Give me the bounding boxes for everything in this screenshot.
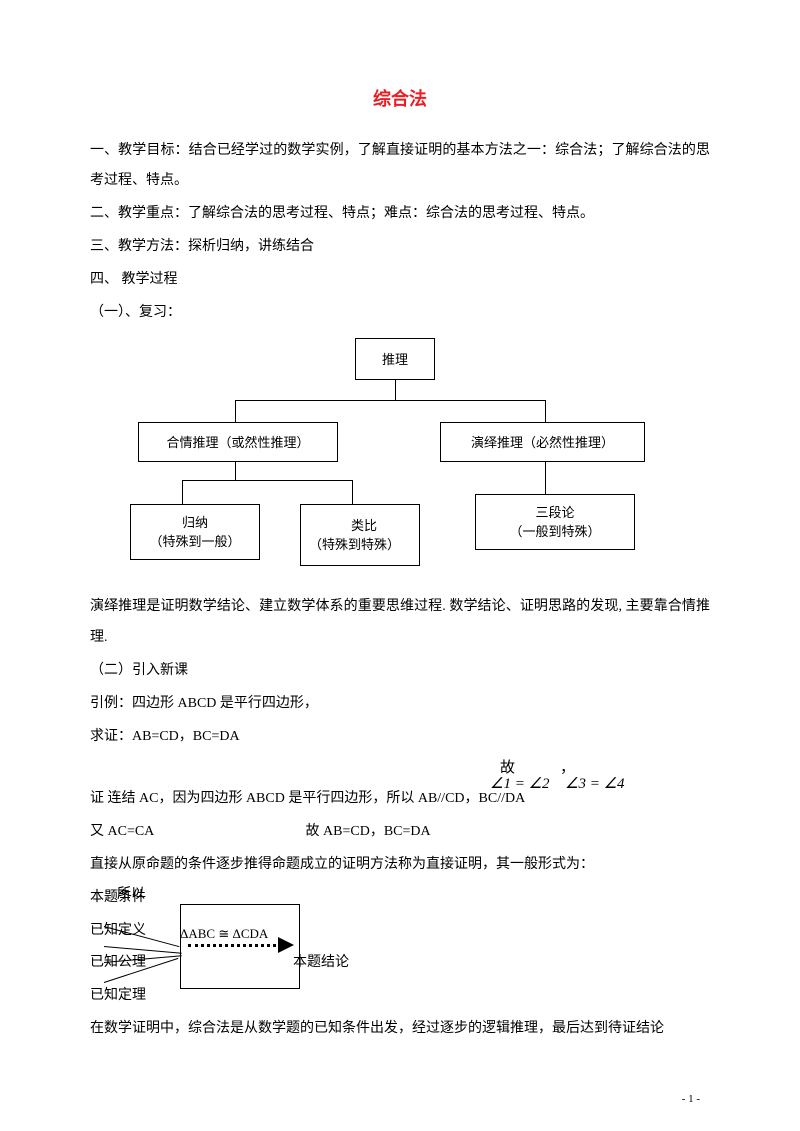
eq-angle1: ∠1 = ∠2 [490,768,550,801]
node-root: 推理 [355,338,435,380]
para-focus: 二、教学重点：了解综合法的思考过程、特点；难点：综合法的思考过程、特点。 [90,199,710,230]
arrow-head-icon [278,937,294,953]
tree-line [235,400,545,401]
para-review: （一）、复习： [90,298,710,329]
para-method: 三、教学方法：探析归纳，讲练结合 [90,232,710,263]
tree-line [545,462,546,494]
leaf-sublabel: （一般到特殊） [509,522,600,542]
para-acca: 又 AC=CA 故 AB=CD，BC=DA [90,817,710,848]
tree-line [235,462,236,480]
para-direct: 直接从原命题的条件逐步推得命题成立的证明方法称为直接证明，其一般形式为： [90,850,710,881]
reasoning-tree-diagram: 推理 合情推理（或然性推理） 演绎推理（必然性推理） 归纳 （特殊到一般） 类比… [120,338,680,588]
para-deductive: 演绎推理是证明数学结论、建立数学体系的重要思维过程. 数学结论、证明思路的发现,… [90,592,710,654]
para-goal: 一、教学目标：结合已经学过的数学实例，了解直接证明的基本方法之一：综合法；了解综… [90,136,710,198]
para-summary: 在数学证明中，综合法是从数学题的已知条件出发，经过逐步的逻辑推理，最后达到待证结… [90,1014,710,1045]
leaf-label: 三段论 [535,503,574,523]
leaf-sublabel: （特殊到特殊） [309,535,400,555]
node-left: 合情推理（或然性推理） [138,422,338,462]
para-process: 四、 教学过程 [90,265,710,296]
text-so: 所以 [117,880,145,911]
text-axiom: 已知公理 [90,955,146,970]
tree-line [235,400,236,422]
tree-line [352,480,353,504]
para-prove: 求证：AB=CD，BC=DA [90,722,710,753]
tree-line [545,400,546,422]
eq-angle2: ∠3 = ∠4 [565,768,625,801]
page-title: 综合法 [90,80,710,120]
text-result: 故 AB=CD，BC=DA [306,824,431,839]
page-number: - 1 - [682,1087,700,1111]
leaf-sublabel: （特殊到一般） [149,532,240,552]
formula-row: 故 ， ∠1 = ∠2 ∠3 = ∠4 [90,754,710,784]
para-example: 引例：四边形 ABCD 是平行四边形， [90,689,710,720]
tree-line [182,480,352,481]
node-analogy: 类比 （特殊到特殊） [300,504,420,566]
tree-line [182,480,183,504]
tree-line [395,380,396,400]
node-right: 演绎推理（必然性推理） [440,422,645,462]
leaf-label: 类比 [351,516,377,536]
node-induction: 归纳 （特殊到一般） [130,504,260,560]
leaf-label: 归纳 [182,513,208,533]
proof-arrow-diagram [170,904,310,994]
text-acca: 又 AC=CA [90,824,154,839]
para-intro: （二）引入新课 [90,656,710,687]
arrow-body [188,944,283,947]
node-syllogism: 三段论 （一般到特殊） [475,494,635,550]
